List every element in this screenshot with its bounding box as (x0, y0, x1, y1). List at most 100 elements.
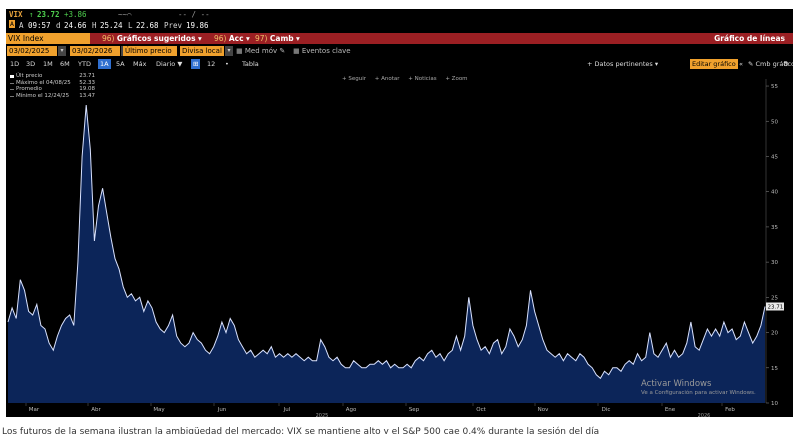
high-label: H (92, 21, 97, 30)
collapse-icon[interactable]: « (739, 60, 743, 68)
edit-chart-button[interactable]: Editar gráfico (690, 59, 738, 69)
x-tick-label: Dic (602, 407, 611, 413)
related-data-button[interactable]: + Datos pertinentes ▾ (587, 60, 659, 68)
quote-line-2: A 09:57 d 24.66 H 25.24 L 22.68 Prev 19.… (6, 20, 793, 32)
bid-ask-dashes: -- / -- (178, 10, 210, 19)
legend-row-low: Mínimo el 12/24/25 13.47 (9, 93, 97, 100)
x-tick-label: Oct (476, 407, 486, 413)
gear-icon[interactable]: ⚙ (783, 60, 789, 68)
chart-layout-icon[interactable]: ⊞ (191, 59, 201, 69)
date-range-row: 03/02/2025 ▾ 03/02/2026 ▾ Último precio … (6, 46, 793, 57)
y-tick-label: 40 (771, 190, 778, 196)
x-tick-label: Jul (283, 407, 291, 413)
table-button[interactable]: Tabla (242, 60, 259, 68)
follow-button[interactable]: + Seguir (342, 76, 366, 82)
period-1a[interactable]: 1A (98, 59, 111, 69)
ticker-symbol: VIX (9, 10, 23, 19)
prev-label: Prev (164, 21, 183, 30)
pencil-icon: ✎ (279, 47, 286, 55)
y-tick-label: 55 (771, 84, 778, 90)
y-tick-label: 25 (771, 295, 778, 301)
watermark-subtitle: Ve a Configuración para activar Windows. (641, 390, 756, 396)
x-tick-label: Nov (538, 407, 549, 413)
series-area-fill (8, 105, 765, 403)
x-tick-label: May (153, 407, 165, 413)
period-selector: 1D 3D 1M 6M YTD 1A 5A Máx Diario ▼ ⊞ 12 … (6, 59, 793, 69)
chart-type-label: Gráfico de líneas (714, 34, 785, 43)
realtime-badge: A (9, 20, 15, 28)
y-tick-label: 30 (771, 260, 778, 266)
period-5a[interactable]: 5A (116, 60, 125, 68)
y-tick-label: 45 (771, 154, 778, 160)
legend-dash (10, 82, 14, 84)
x-year-label: 2026 (698, 413, 711, 417)
low-value: 22.68 (136, 21, 159, 30)
chevron-down-icon[interactable]: ▾ (225, 46, 233, 56)
price-field-select[interactable]: Último precio (123, 46, 177, 56)
up-arrow-icon: ↑ (29, 10, 34, 19)
y-tick-label: 50 (771, 119, 778, 125)
legend-row-avg: Promedio 19.08 (9, 86, 97, 93)
low-label: L (128, 21, 133, 30)
watermark-title: Activar Windows (641, 379, 712, 389)
menu-actions[interactable]: 96) Acc ▾ (214, 34, 250, 43)
moving-average-toggle[interactable]: ■ Med móv ✎ (236, 47, 286, 55)
x-tick-label: Jun (217, 407, 227, 413)
news-button[interactable]: + Noticias (408, 76, 437, 82)
period-1d[interactable]: 1D (10, 60, 20, 68)
currency-select[interactable]: Divisa local (180, 46, 224, 56)
high-value: 25.24 (100, 21, 123, 30)
legend-swatch (10, 75, 14, 78)
security-field[interactable]: VIX Index (6, 33, 90, 44)
last-price-tag (766, 302, 784, 311)
bloomberg-terminal-window: VIX ↑ 23.72 +3.86 ~~⌒ -- / -- A A 09:57 … (6, 9, 793, 417)
last-price-tag-label: 23.71 (768, 305, 784, 311)
x-tick-label: Abr (91, 407, 101, 413)
start-date-field[interactable]: 03/02/2025 (7, 46, 57, 56)
function-bar: VIX Index 96) Gráficos sugeridos ▾ 96) A… (6, 33, 793, 44)
zoom-button[interactable]: + Zoom (445, 76, 468, 82)
x-tick-label: Ago (346, 407, 357, 413)
windows-activation-watermark: Activar Windows Ve a Configuración para … (641, 379, 756, 396)
annotate-button[interactable]: + Anotar (374, 76, 400, 82)
quote-line: VIX ↑ 23.72 +3.86 ~~⌒ -- / -- A (6, 9, 793, 28)
legend-dash (10, 89, 14, 90)
chart-toolbar: + Seguir + Anotar + Noticias + Zoom (342, 76, 475, 82)
d-value: 24.66 (64, 21, 87, 30)
period-max[interactable]: Máx (133, 60, 147, 68)
cropped-caption-text: Los futuros de la semana ilustran la amb… (2, 427, 600, 434)
period-ytd[interactable]: YTD (78, 60, 91, 68)
legend-dash (10, 95, 14, 97)
sparkline-icon: ~~⌒ (118, 10, 132, 19)
y-tick-label: 35 (771, 225, 778, 231)
calendar-icon[interactable]: ▾ (58, 46, 66, 56)
prev-value: 19.86 (186, 21, 209, 30)
x-tick-label: Ene (665, 407, 676, 413)
net-change: +3.86 (64, 10, 87, 19)
last-price: 23.72 (37, 10, 60, 19)
series-line (7, 105, 766, 380)
y-tick-label: 15 (771, 366, 778, 372)
d-label: d (56, 21, 61, 30)
x-tick-label: Sep (409, 407, 420, 413)
x-year-label: 2025 (316, 413, 329, 417)
key-events-toggle[interactable]: ■ Eventos clave (293, 47, 351, 55)
bar-count[interactable]: 12 (207, 60, 216, 68)
chart-legend: Últ precio 23.71 Máximo el 04/08/25 52.3… (9, 73, 97, 99)
frequency-select[interactable]: Diario ▼ (156, 60, 183, 68)
legend-row-high: Máximo el 04/08/25 52.33 (9, 80, 97, 87)
y-tick-label: 10 (771, 401, 778, 407)
period-3d[interactable]: 3D (26, 60, 36, 68)
menu-suggested-charts[interactable]: 96) Gráficos sugeridos ▾ (102, 34, 202, 43)
period-6m[interactable]: 6M (60, 60, 70, 68)
y-tick-label: 20 (771, 331, 778, 337)
checkbox-icon: ■ (293, 47, 300, 55)
period-1m[interactable]: 1M (43, 60, 53, 68)
change-chart-button[interactable]: ✎ Cmb gráfico (748, 60, 793, 68)
menu-change[interactable]: 97) Camb ▾ (255, 34, 300, 43)
x-tick-label: Mar (29, 407, 40, 413)
end-date-field[interactable]: 03/02/2026 (70, 46, 120, 56)
ask-label: A (19, 21, 24, 30)
quote-time: 09:57 (28, 21, 51, 30)
